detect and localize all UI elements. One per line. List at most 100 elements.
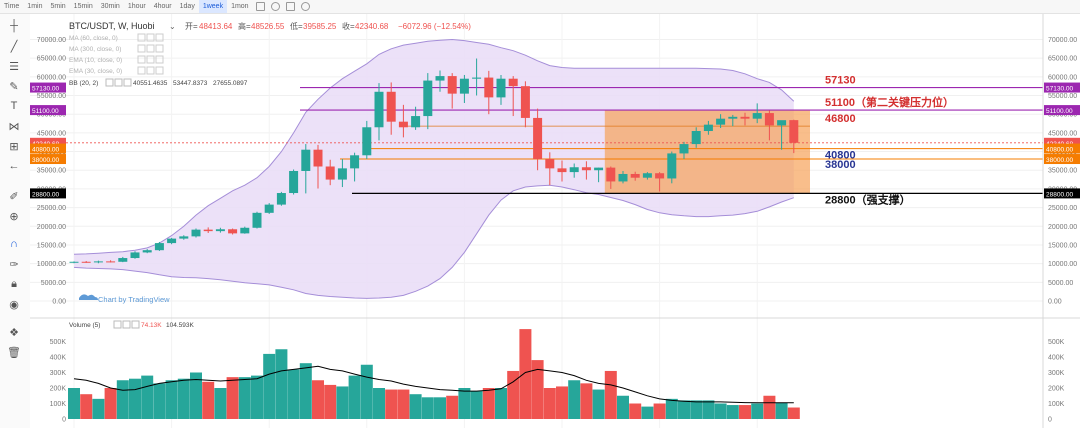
- volume-bar: [336, 386, 349, 419]
- volume-bar: [458, 388, 471, 419]
- timeframe-5min[interactable]: 5min: [50, 3, 66, 10]
- indicator-label[interactable]: MA (300, close, 0): [69, 46, 121, 53]
- indicator-remove-icon[interactable]: [155, 33, 164, 42]
- candle-body: [581, 167, 591, 171]
- indicator-label[interactable]: EMA (30, close, 0): [69, 68, 122, 75]
- volume-bar: [116, 380, 129, 419]
- volume-bar: [543, 388, 556, 419]
- indicator-settings-icon[interactable]: [146, 55, 155, 64]
- bb-label[interactable]: BB (20, 2): [69, 80, 98, 87]
- magnet-icon[interactable]: ∩: [10, 238, 18, 250]
- volume-label[interactable]: Volume (5): [69, 322, 100, 329]
- axis-tag-text-left: 51100.00: [32, 108, 59, 115]
- symbol-title[interactable]: BTC/USDT, W, Huobi: [69, 21, 155, 31]
- indicator-remove-icon[interactable]: [155, 55, 164, 64]
- crosshair-icon[interactable]: ┼: [10, 20, 18, 32]
- volume-bar: [385, 389, 398, 419]
- price-tick-label-left: 65000.00: [37, 56, 66, 63]
- candle-body: [447, 76, 457, 94]
- candle-body: [154, 243, 164, 251]
- timeframe-time[interactable]: Time: [4, 3, 20, 10]
- indicator-settings-icon[interactable]: [146, 66, 155, 75]
- timeframe-1hour[interactable]: 1hour: [127, 3, 146, 10]
- indicator-settings-icon[interactable]: [146, 44, 155, 53]
- bollinger-band-fill: [74, 39, 794, 299]
- price-tick-label-right: 25000.00: [1048, 205, 1077, 212]
- measure-icon[interactable]: ⊞: [9, 140, 19, 153]
- volume-bar: [519, 329, 532, 419]
- price-axis-right[interactable]: 0.00 5000.00 10000.00 15000.00 20000.00 25000…: [1048, 37, 1077, 306]
- brush-icon[interactable]: ✎: [9, 80, 19, 93]
- candle-body: [337, 168, 347, 180]
- bb-visibility-icon[interactable]: [105, 78, 114, 87]
- candle-body: [252, 212, 262, 228]
- price-chart[interactable]: 5713051100（第二关键压力位）46800408003800028800（…: [30, 14, 1080, 428]
- timeframe-1week[interactable]: 1week: [198, 0, 228, 13]
- candle-body: [130, 252, 140, 259]
- price-tick-label-left: 55000.00: [37, 93, 66, 100]
- axis-tag-left: [30, 188, 66, 199]
- candle-body: [289, 170, 299, 194]
- timeframe-1day[interactable]: 1day: [179, 3, 195, 10]
- volume-bar: [775, 402, 788, 419]
- price-tick-label-right: 60000.00: [1048, 74, 1077, 81]
- watermark-text[interactable]: Chart by TradingView: [98, 295, 170, 304]
- lock-icon[interactable]: 🔒︎: [11, 277, 17, 290]
- lock-draw-icon[interactable]: ✑: [9, 258, 19, 271]
- ohlc-low: 39585.25: [303, 22, 337, 31]
- text-icon[interactable]: T: [10, 100, 18, 112]
- indicator-visibility-icon[interactable]: [137, 66, 146, 75]
- indicator-visibility-icon[interactable]: [137, 33, 146, 42]
- settings-icon[interactable]: [300, 2, 310, 11]
- volume-bar: [751, 403, 764, 419]
- axis-tag-right: [1044, 154, 1080, 165]
- price-tick-label-right: 0.00: [1048, 299, 1062, 306]
- timeframe-1min[interactable]: 1min: [27, 3, 43, 10]
- timeframe-15min[interactable]: 15min: [73, 3, 93, 10]
- price-tick-label-right: 15000.00: [1048, 242, 1077, 249]
- bb-remove-icon[interactable]: [123, 78, 132, 87]
- eye-icon[interactable]: ◉: [9, 298, 19, 311]
- candle-body: [484, 77, 494, 98]
- axis-tag-right: [1044, 188, 1080, 199]
- fib-lines-icon[interactable]: ☰: [9, 60, 19, 73]
- price-tick-label-right: 5000.00: [1048, 280, 1073, 287]
- symbol-dropdown-icon[interactable]: ⌄: [169, 22, 176, 31]
- indicator-remove-icon[interactable]: [155, 66, 164, 75]
- zoom-in-icon[interactable]: ⊕: [9, 210, 19, 223]
- bb-settings-icon[interactable]: [114, 78, 123, 87]
- ohlc-low-label: 低=: [290, 21, 303, 31]
- volume-remove-icon[interactable]: [131, 320, 140, 329]
- trendline-icon[interactable]: ╱: [10, 40, 18, 53]
- indicator-settings-icon[interactable]: [146, 33, 155, 42]
- indicator-visibility-icon[interactable]: [137, 44, 146, 53]
- indicator-visibility-icon[interactable]: [137, 55, 146, 64]
- pattern-icon[interactable]: ⋈: [8, 120, 20, 133]
- indicator-remove-icon[interactable]: [155, 44, 164, 53]
- arrow-left-icon[interactable]: ←: [8, 160, 20, 172]
- volume-visibility-icon[interactable]: [113, 320, 122, 329]
- candle-body: [606, 167, 616, 182]
- ruler-icon[interactable]: ✐: [9, 190, 19, 203]
- price-tick-label-left: 25000.00: [37, 205, 66, 212]
- chart-type-icon[interactable]: [255, 2, 265, 11]
- indicator-label[interactable]: MA (60, close, 0): [69, 35, 118, 42]
- timeframe-1mon[interactable]: 1mon: [231, 3, 249, 10]
- volume-axis-right[interactable]: 0 100K 200K 300K 400K 500K: [1048, 339, 1065, 424]
- volume-bar: [641, 406, 654, 419]
- timeframe-4hour[interactable]: 4hour: [153, 3, 172, 10]
- volume-settings-icon[interactable]: [122, 320, 131, 329]
- indicators-icon[interactable]: [270, 2, 280, 11]
- compare-icon[interactable]: [285, 2, 295, 11]
- timeframe-30min[interactable]: 30min: [100, 3, 120, 10]
- layers-icon[interactable]: ❖: [9, 326, 19, 339]
- candle-body: [728, 116, 738, 119]
- axis-tag-text-right: 40800.00: [1046, 147, 1073, 154]
- trash-icon[interactable]: 🗑︎: [7, 346, 21, 359]
- axis-tag-left: [30, 105, 66, 116]
- volume-bar: [324, 384, 337, 419]
- price-tick-label-left: 60000.00: [37, 74, 66, 81]
- indicator-label[interactable]: EMA (10, close, 0): [69, 57, 122, 64]
- volume-bar: [617, 395, 629, 419]
